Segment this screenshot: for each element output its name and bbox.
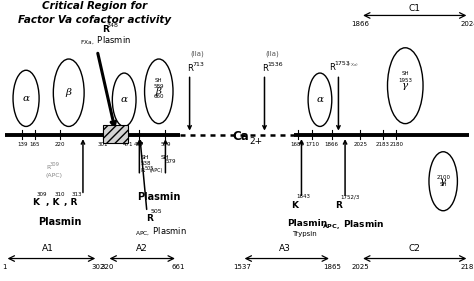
Text: 1684: 1684	[291, 142, 305, 147]
Text: A3: A3	[278, 244, 291, 253]
Ellipse shape	[53, 59, 84, 126]
Text: K: K	[291, 201, 298, 210]
Text: 313: 313	[72, 192, 82, 197]
Text: R: R	[46, 165, 51, 170]
Text: 2025: 2025	[353, 142, 367, 147]
Text: 301: 301	[98, 142, 109, 147]
Text: SH: SH	[160, 155, 169, 160]
Text: C1: C1	[409, 4, 421, 13]
Text: 1866: 1866	[351, 21, 369, 26]
Text: 1752/3: 1752/3	[340, 194, 359, 200]
Text: 713: 713	[192, 62, 204, 67]
Text: 660: 660	[154, 94, 164, 99]
Text: 505: 505	[144, 166, 154, 171]
Text: $\mathregular{_{FXa,}}$ Plasmin: $\mathregular{_{FXa,}}$ Plasmin	[80, 35, 131, 47]
Text: K: K	[32, 198, 39, 207]
Text: α: α	[121, 95, 128, 104]
Text: 1866: 1866	[325, 142, 339, 147]
Text: 471: 471	[123, 142, 133, 147]
Text: (IIa): (IIa)	[191, 50, 204, 57]
Text: 1536: 1536	[267, 62, 283, 67]
Text: R: R	[329, 63, 335, 72]
Text: SH: SH	[155, 78, 163, 83]
Text: R: R	[187, 64, 193, 73]
Text: Plasmin: Plasmin	[287, 219, 327, 228]
Text: SH: SH	[439, 182, 447, 187]
Text: , R: , R	[64, 198, 77, 207]
Ellipse shape	[13, 70, 39, 126]
Text: 1: 1	[2, 264, 7, 269]
Text: SH: SH	[401, 71, 409, 76]
Text: α: α	[23, 94, 29, 103]
Text: Ca: Ca	[232, 130, 249, 143]
Text: R: R	[102, 25, 109, 34]
Text: $\mathregular{_{APC,}}$ Plasmin: $\mathregular{_{APC,}}$ Plasmin	[135, 226, 187, 239]
Ellipse shape	[387, 48, 423, 124]
Text: Plasmin: Plasmin	[38, 217, 82, 227]
Text: 165: 165	[29, 142, 40, 147]
Text: R: R	[335, 201, 342, 210]
Text: γ: γ	[402, 81, 409, 90]
Text: R: R	[262, 64, 268, 73]
Text: 309: 309	[50, 162, 60, 167]
Text: C2: C2	[409, 244, 421, 253]
Text: 538: 538	[141, 161, 151, 166]
Text: , K: , K	[46, 198, 60, 207]
Text: β: β	[156, 87, 162, 96]
Text: 1537: 1537	[233, 264, 251, 269]
Text: 139: 139	[17, 142, 27, 147]
Text: γ: γ	[440, 177, 447, 186]
Ellipse shape	[429, 152, 457, 211]
Text: 661: 661	[171, 264, 184, 269]
Ellipse shape	[145, 59, 173, 124]
Text: 1865: 1865	[323, 264, 341, 269]
Text: 589: 589	[154, 84, 164, 89]
Text: Plasmin: Plasmin	[137, 192, 181, 202]
Text: R: R	[146, 214, 153, 223]
Text: A2: A2	[137, 244, 148, 253]
Text: 579: 579	[160, 142, 171, 147]
Text: Trypsin: Trypsin	[292, 231, 317, 237]
Text: SH: SH	[141, 155, 149, 160]
Text: 220: 220	[55, 142, 65, 147]
Text: 320: 320	[100, 264, 113, 269]
Text: 505: 505	[151, 209, 163, 214]
Text: 309: 309	[37, 192, 47, 197]
Text: (IIa): (IIa)	[265, 50, 279, 57]
Text: $\mathregular{_{(FXa)}}$: $\mathregular{_{(FXa)}}$	[346, 62, 359, 69]
Text: β: β	[66, 88, 72, 97]
Text: (APC): (APC)	[46, 173, 63, 178]
Text: 1953: 1953	[398, 78, 412, 83]
Text: $\mathregular{_{APC,}}$ Plasmin: $\mathregular{_{APC,}}$ Plasmin	[322, 219, 385, 232]
Text: 1710: 1710	[305, 142, 319, 147]
Ellipse shape	[112, 73, 136, 126]
Ellipse shape	[308, 73, 332, 126]
Text: R: R	[141, 167, 145, 173]
Bar	[103, 125, 128, 143]
Text: Factor Va cofactor activity: Factor Va cofactor activity	[18, 15, 172, 26]
Text: Critical Region for: Critical Region for	[42, 1, 147, 12]
Text: 579: 579	[165, 159, 176, 164]
Text: 2180: 2180	[389, 142, 403, 147]
Text: 2025: 2025	[351, 264, 369, 269]
Text: 2100: 2100	[436, 175, 450, 180]
Text: 1753: 1753	[334, 61, 350, 66]
Text: α: α	[317, 95, 323, 104]
Text: 348: 348	[107, 23, 118, 28]
Text: 2183: 2183	[460, 264, 474, 269]
Text: 1643: 1643	[296, 194, 310, 200]
Text: 310: 310	[55, 192, 65, 197]
Text: 497: 497	[134, 142, 145, 147]
Text: 2+: 2+	[249, 137, 263, 146]
Text: (APC): (APC)	[149, 167, 163, 173]
Text: A1: A1	[41, 244, 54, 253]
Text: 302: 302	[91, 264, 105, 269]
Text: 2183: 2183	[376, 142, 390, 147]
Text: 2024: 2024	[460, 21, 474, 26]
